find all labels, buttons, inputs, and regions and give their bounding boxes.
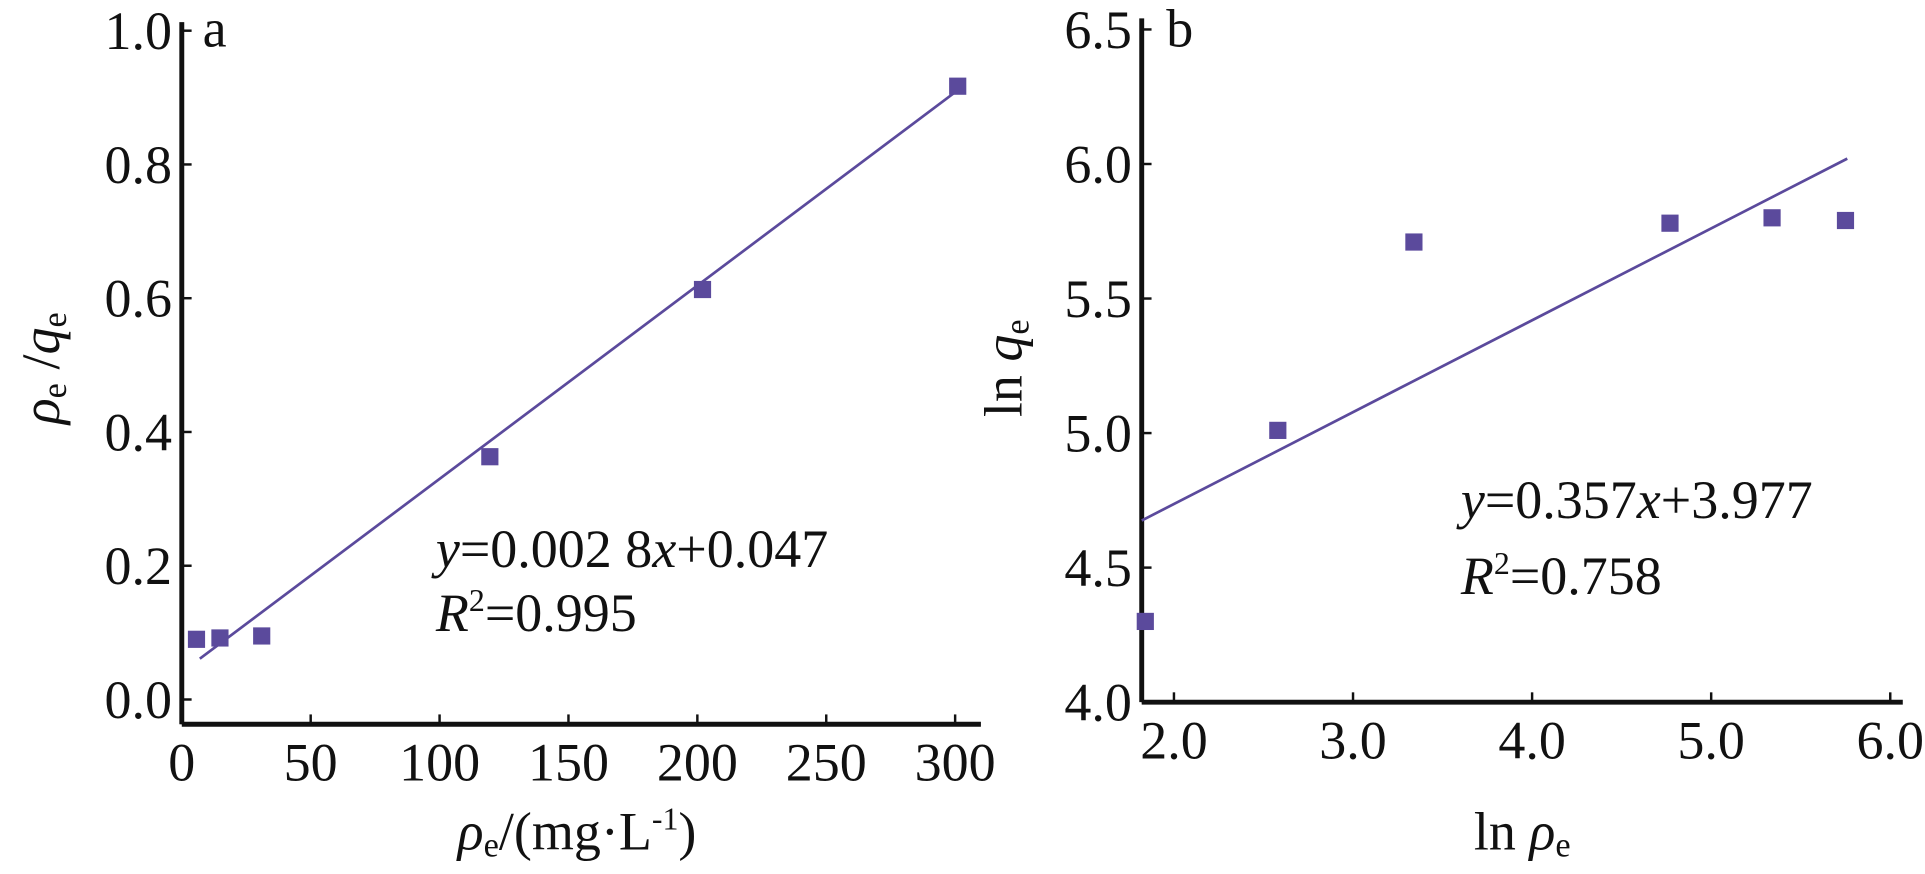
panel-label: a: [203, 0, 227, 59]
data-point: [1661, 214, 1679, 232]
equation-part: x: [651, 519, 676, 579]
x-tick-label: 0: [168, 733, 195, 793]
equation-part: +3.977: [1661, 470, 1813, 530]
y-tick-label: 1.0: [104, 1, 172, 61]
data-point: [187, 630, 206, 648]
x-tick-label: 100: [399, 733, 480, 793]
data-point: [949, 77, 967, 95]
x-tick-label: 4.0: [1498, 711, 1566, 771]
x-axis-label-part: e: [484, 827, 499, 865]
data-point: [1836, 211, 1855, 230]
y-axis-label: ρe /qe: [11, 312, 74, 426]
data-point: [253, 627, 271, 645]
equation-part: =0.002 8: [460, 519, 652, 579]
x-axis-label: ln ρe: [1474, 801, 1571, 864]
y-axis-label: ln qe: [973, 319, 1036, 417]
data-point: [1405, 233, 1423, 251]
y-axis-label-part: ρ: [11, 398, 71, 426]
x-axis-label-part: e: [1555, 827, 1570, 865]
r-squared-part: =0.758: [1510, 546, 1662, 606]
y-axis-label-part: /: [11, 355, 71, 384]
x-tick-label: 5.0: [1677, 711, 1744, 771]
x-tick-label: 2.0: [1140, 711, 1208, 771]
x-tick-label: 250: [786, 733, 867, 793]
fit-line: [1141, 157, 1848, 522]
y-axis-label-part: q: [11, 328, 71, 355]
equation-part: y: [431, 519, 460, 579]
x-axis-label-part: ): [678, 801, 696, 861]
y-tick-label: 0.6: [104, 269, 172, 329]
r-squared: R2=0.758: [1460, 546, 1662, 606]
y-tick-label: 0.2: [104, 536, 172, 596]
x-tick-label: 200: [657, 733, 738, 793]
y-tick-label: 6.5: [1064, 0, 1132, 60]
r-squared-part: R: [1460, 546, 1494, 606]
x-axis-label-part: ln: [1474, 801, 1530, 861]
equation-part: +0.047: [676, 519, 828, 579]
x-axis-label-part: -1: [652, 802, 679, 837]
r-squared-part: 2: [1494, 546, 1510, 581]
y-axis-label-part: e: [999, 319, 1037, 334]
x-axis-label-part: ρ: [456, 801, 484, 861]
y-tick-label: 0.8: [104, 135, 172, 195]
panel-label: b: [1166, 0, 1193, 59]
y-tick-label: 5.5: [1064, 269, 1132, 329]
y-tick-label: 4.5: [1064, 538, 1132, 598]
y-axis-label-part: e: [36, 383, 74, 398]
x-axis-label-part: ρ: [1527, 801, 1555, 861]
equation: y=0.357x+3.977: [1456, 470, 1813, 530]
x-tick-label: 50: [284, 733, 338, 793]
y-tick-label: 5.0: [1064, 403, 1132, 463]
equation: y=0.002 8x+0.047: [431, 519, 828, 579]
y-tick-label: 6.0: [1064, 134, 1132, 194]
data-point: [481, 448, 499, 466]
y-tick-label: 0.0: [104, 670, 172, 730]
y-tick-label: 4.0: [1064, 673, 1132, 733]
equation-part: x: [1636, 470, 1661, 530]
y-axis-label-part: q: [973, 335, 1033, 362]
data-point: [211, 629, 229, 647]
data-point: [1269, 421, 1287, 439]
x-tick-label: 150: [528, 733, 609, 793]
y-axis-label-part: ln: [973, 362, 1033, 418]
r-squared-part: =0.995: [485, 583, 637, 643]
x-axis-label-part: /(mg·L: [499, 801, 652, 861]
r-squared-part: R: [435, 583, 469, 643]
data-point: [693, 280, 712, 299]
y-tick-label: 0.4: [104, 402, 172, 462]
data-point: [1763, 209, 1781, 227]
r-squared-part: 2: [469, 583, 485, 618]
y-axis-label-part: e: [36, 312, 74, 327]
equation-part: y: [1456, 470, 1485, 530]
r-squared: R2=0.995: [435, 583, 637, 643]
x-tick-label: 6.0: [1857, 711, 1925, 771]
equation-part: =0.357: [1485, 470, 1637, 530]
fit-line: [199, 91, 956, 660]
x-tick-label: 3.0: [1319, 711, 1386, 771]
x-axis-label: ρe/(mg·L-1): [456, 801, 697, 864]
x-tick-label: 300: [915, 733, 996, 793]
data-point: [1136, 612, 1154, 631]
